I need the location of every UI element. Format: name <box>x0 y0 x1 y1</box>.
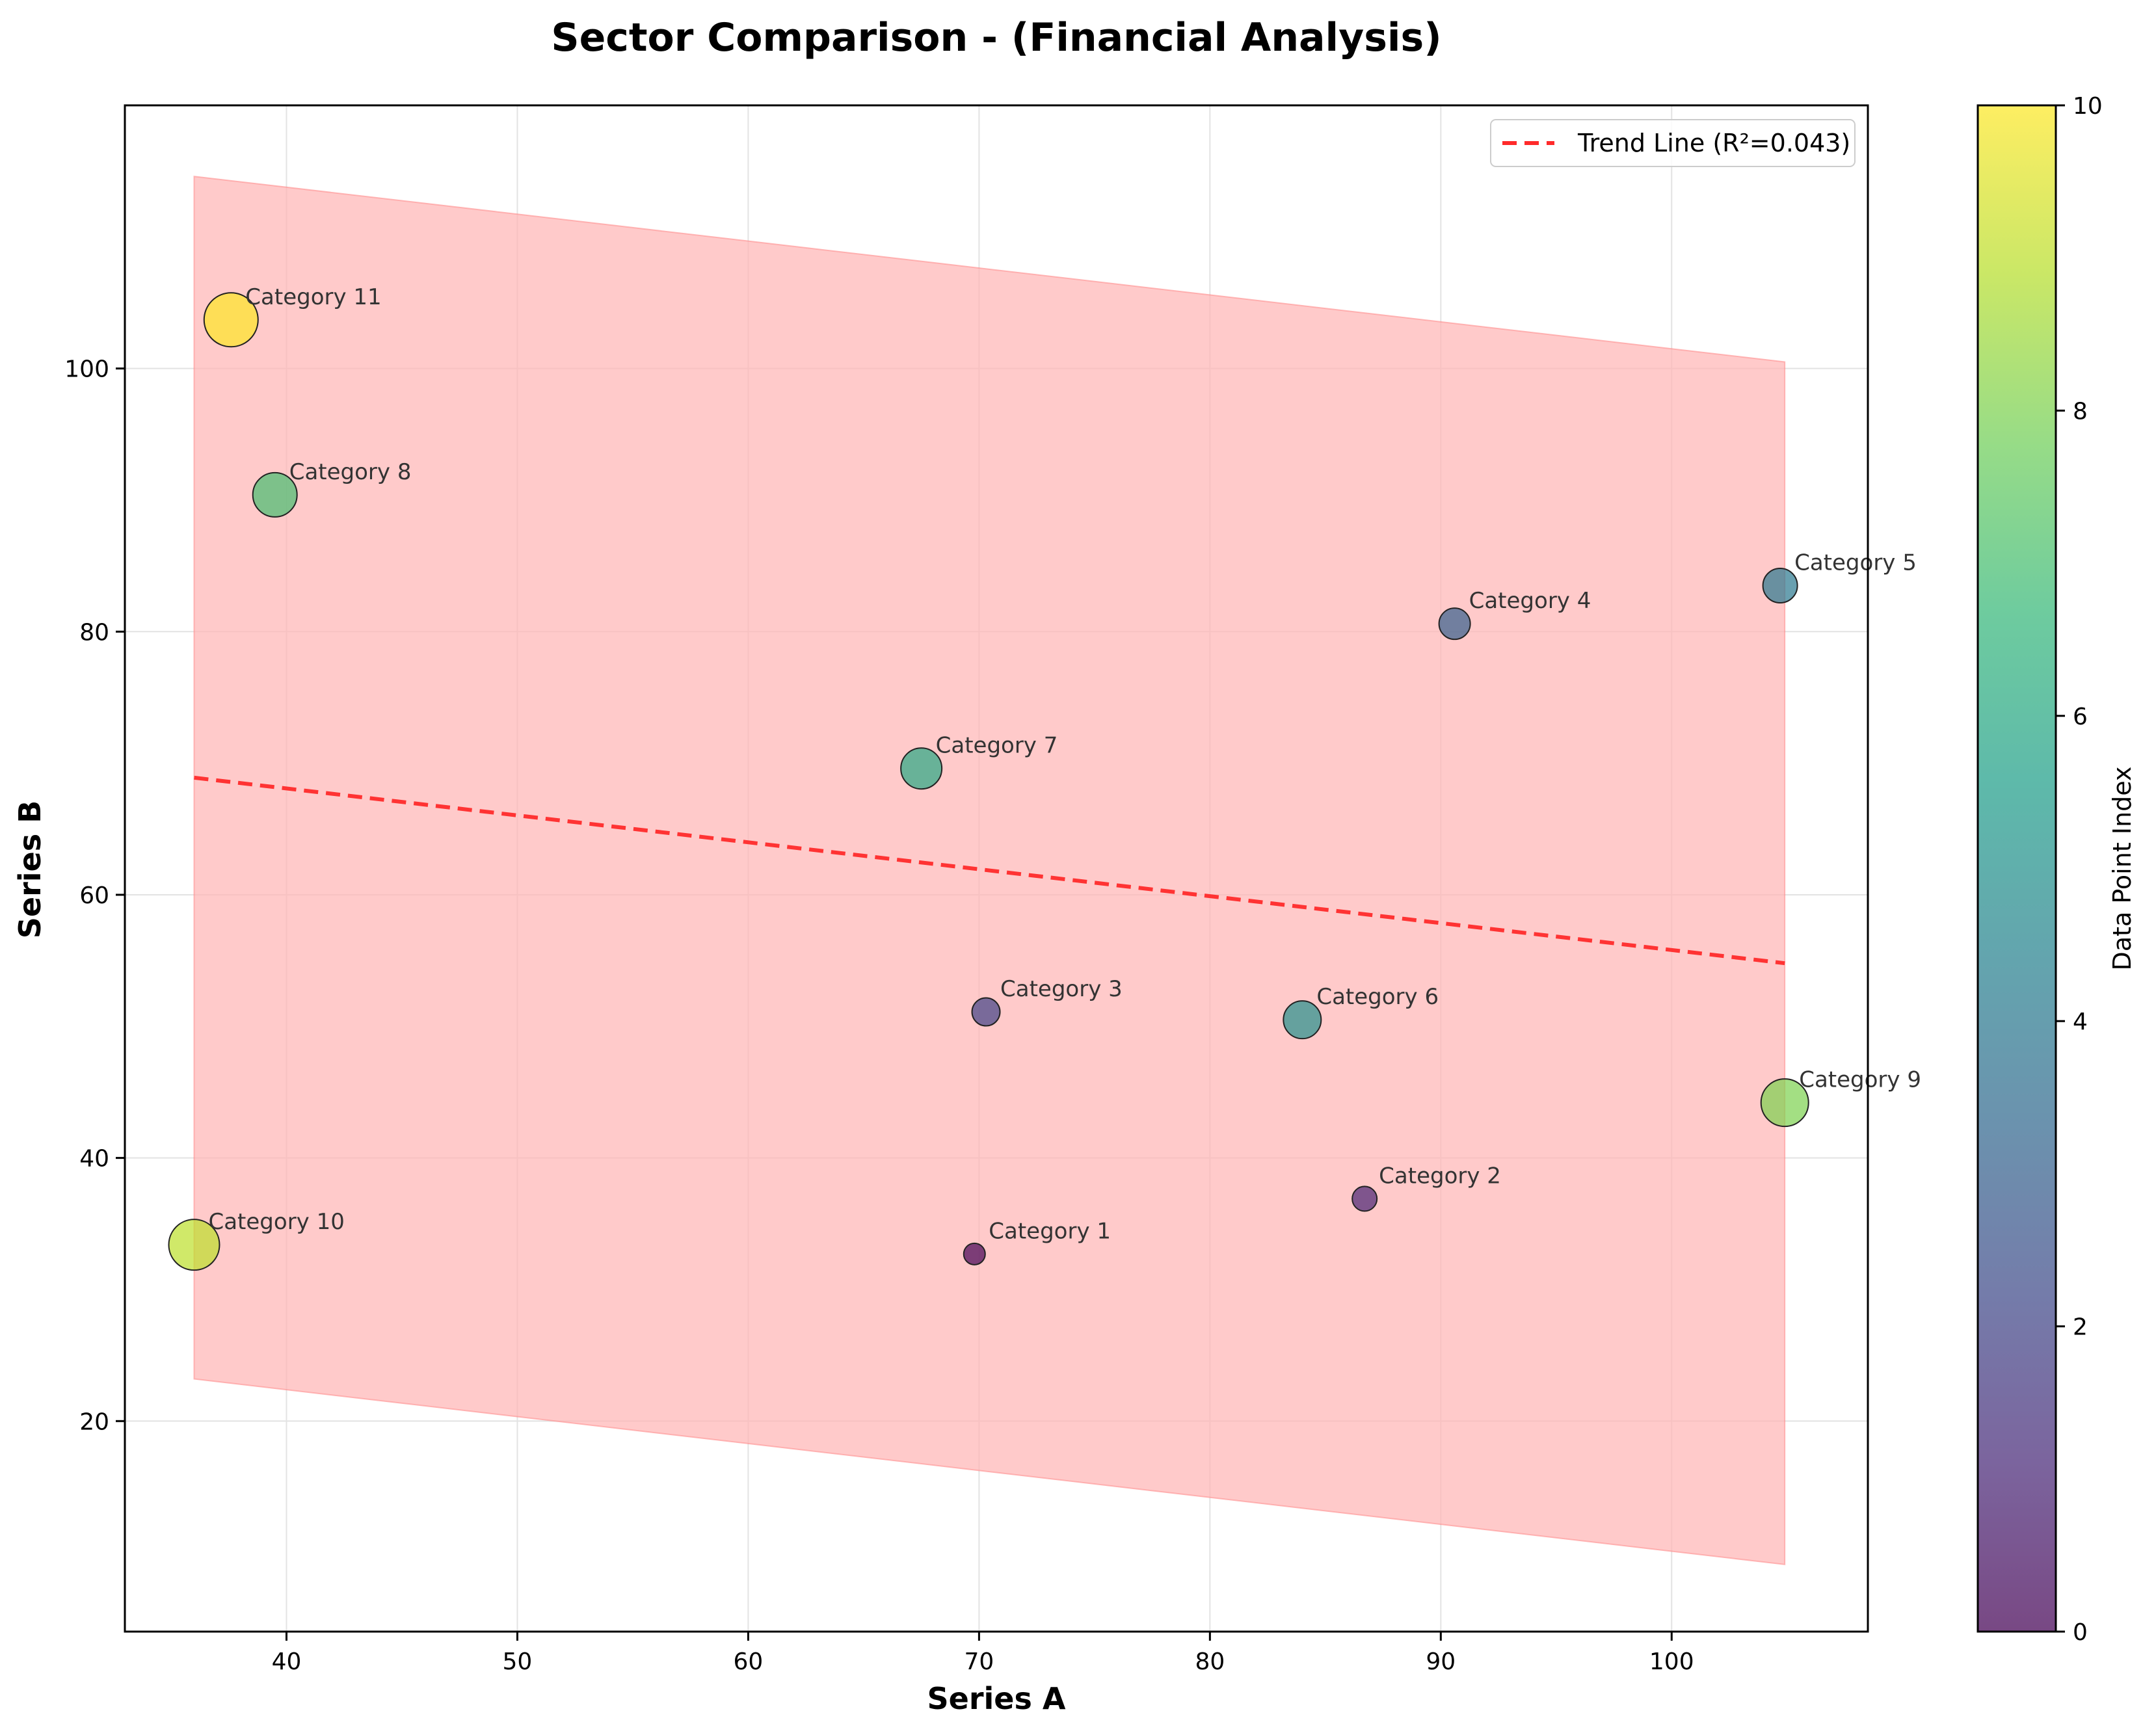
x-tick-label: 80 <box>1195 1649 1225 1675</box>
point-label: Category 1 <box>989 1218 1111 1244</box>
y-tick-label: 100 <box>64 356 109 383</box>
x-tick-label: 50 <box>503 1649 533 1675</box>
data-point <box>1762 567 1798 603</box>
colorbar-tick-label: 0 <box>2073 1619 2088 1646</box>
colorbar-gradient <box>1976 104 2057 1633</box>
x-tick-label: 90 <box>1426 1649 1456 1675</box>
colorbar: 0 2 4 6 8 10 Data Point Index <box>1976 93 2136 1646</box>
point-label: Category 5 <box>1794 550 1917 576</box>
data-point <box>252 471 298 518</box>
y-axis-label: Series B <box>12 801 47 938</box>
data-point <box>1438 607 1471 641</box>
data-point <box>963 1242 986 1265</box>
point-label: Category 7 <box>936 733 1058 759</box>
point-label: Category 4 <box>1469 588 1591 614</box>
point-label: Category 2 <box>1379 1163 1501 1189</box>
x-axis-label: Series A <box>927 1681 1066 1716</box>
colorbar-tick-label: 4 <box>2073 1009 2088 1035</box>
legend: Trend Line (R²=0.043) <box>1490 119 1856 167</box>
colorbar-tick-label: 6 <box>2073 704 2088 730</box>
point-label: Category 6 <box>1316 984 1439 1010</box>
y-tick-label: 60 <box>79 882 109 909</box>
colorbar-label: Data Point Index <box>2108 767 2136 971</box>
plot-area: Category 1 Category 2 Category 3 Category 4… <box>64 104 1921 1675</box>
colorbar-tick-label: 2 <box>2073 1314 2088 1341</box>
data-point <box>168 1219 220 1271</box>
point-label: Category 10 <box>208 1209 344 1235</box>
data-point <box>971 997 1001 1027</box>
trend-line <box>194 775 1785 966</box>
colorbar-tick-label: 10 <box>2073 93 2103 120</box>
x-tick-label: 100 <box>1649 1649 1694 1675</box>
point-label: Category 8 <box>289 459 412 485</box>
y-tick-label: 20 <box>79 1409 109 1435</box>
x-tick-label: 40 <box>272 1649 302 1675</box>
data-point <box>900 747 943 790</box>
data-point <box>1283 1000 1322 1040</box>
point-label: Category 11 <box>245 284 381 310</box>
data-point <box>1351 1185 1378 1212</box>
legend-box <box>1490 119 1856 167</box>
y-tick-label: 40 <box>79 1146 109 1172</box>
data-point <box>203 292 259 348</box>
data-point <box>1760 1078 1809 1128</box>
legend-label: Trend Line (R²=0.043) <box>1577 129 1850 157</box>
y-tick-label: 80 <box>79 619 109 646</box>
point-label: Category 3 <box>1000 976 1123 1002</box>
plot-frame <box>124 104 1869 1633</box>
point-label: Category 9 <box>1799 1067 1921 1093</box>
chart-title: Sector Comparison - (Financial Analysis) <box>551 15 1441 60</box>
x-tick-label: 70 <box>964 1649 994 1675</box>
x-tick-label: 60 <box>734 1649 764 1675</box>
colorbar-tick-label: 8 <box>2073 398 2088 425</box>
